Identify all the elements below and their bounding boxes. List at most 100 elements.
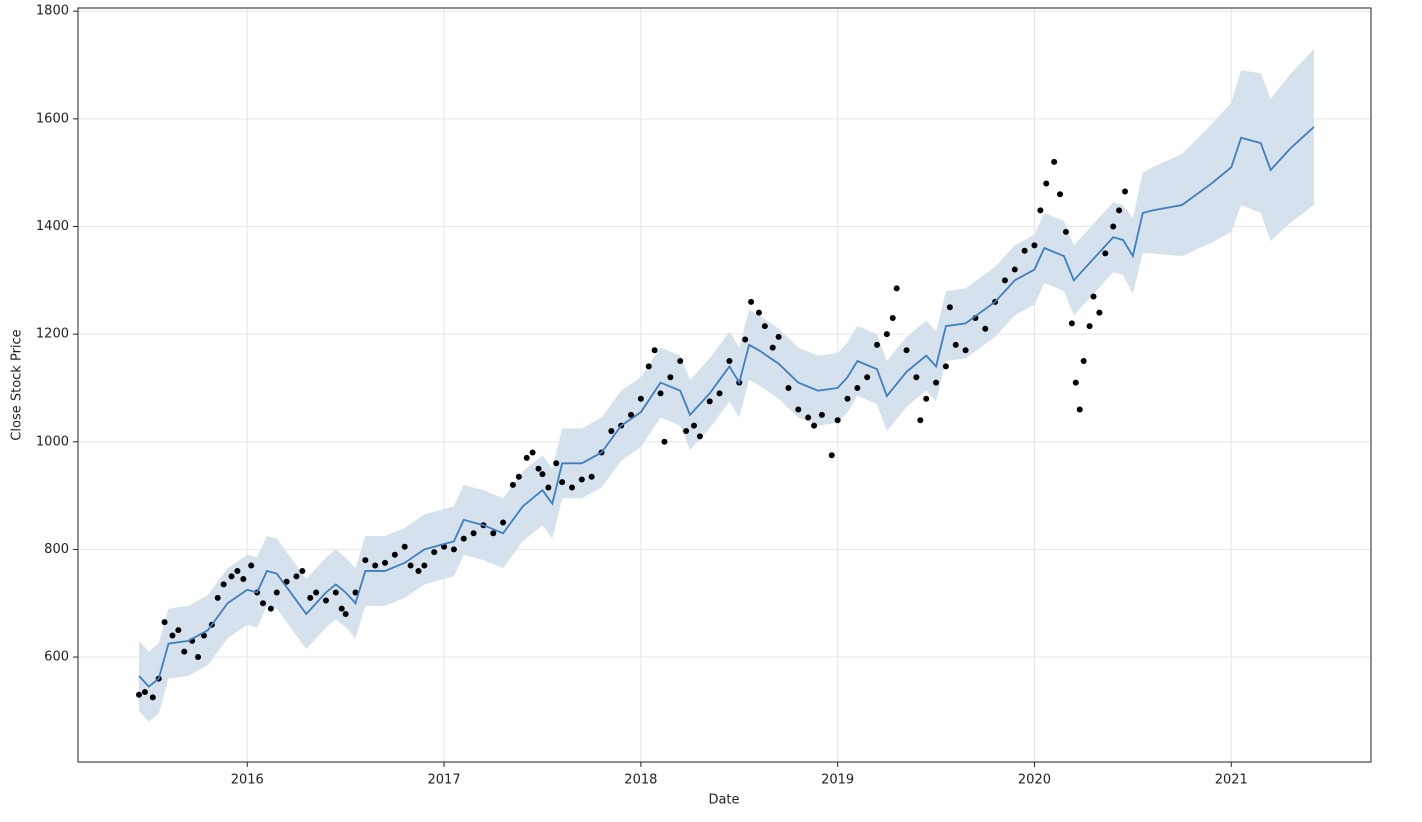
observation-point <box>407 562 414 569</box>
observation-point <box>1043 180 1050 187</box>
observation-point <box>509 481 516 488</box>
observation-point <box>657 390 664 397</box>
x-axis-label: Date <box>708 793 739 808</box>
observation-point <box>267 605 274 612</box>
observation-point <box>1096 309 1103 316</box>
observation-point <box>578 476 585 483</box>
y-tick-label: 600 <box>44 650 69 665</box>
observation-point <box>1086 323 1093 330</box>
observation-point <box>844 395 851 402</box>
x-tick-label: 2018 <box>624 773 657 788</box>
observation-point <box>628 411 635 418</box>
observation-point <box>1102 250 1109 257</box>
observation-point <box>1051 158 1058 165</box>
plot-frame <box>77 7 1372 763</box>
observation-point <box>864 374 871 381</box>
observation-point <box>313 589 320 596</box>
observation-point <box>450 546 457 553</box>
y-tick-label: 1600 <box>36 111 69 126</box>
forecast-line <box>138 126 1315 688</box>
observation-point <box>431 549 438 556</box>
observation-point <box>661 438 668 445</box>
x-tick-label: 2020 <box>1018 773 1051 788</box>
observation-point <box>962 347 969 354</box>
observation-point <box>651 347 658 354</box>
y-tick-label: 1000 <box>36 434 69 449</box>
observation-point <box>982 325 989 332</box>
observation-point <box>141 689 148 696</box>
y-tick-label: 800 <box>44 542 69 557</box>
observation-point <box>136 691 143 698</box>
observation-point <box>273 589 280 596</box>
observation-point <box>942 363 949 370</box>
y-axis-label: Close Stock Price <box>10 329 25 440</box>
x-tick-label: 2017 <box>428 773 461 788</box>
observation-point <box>1021 247 1028 254</box>
observation-point <box>811 422 818 429</box>
observation-point <box>952 341 959 348</box>
observation-point <box>220 581 227 588</box>
observation-point <box>342 610 349 617</box>
observation-point <box>818 411 825 418</box>
observation-point <box>421 562 428 569</box>
observation-point <box>322 597 329 604</box>
y-tick-label: 1400 <box>36 219 69 234</box>
observation-point <box>470 530 477 537</box>
observation-point <box>726 358 733 365</box>
x-tick-label: 2019 <box>821 773 854 788</box>
observation-point <box>1080 358 1087 365</box>
observation-point <box>181 648 188 655</box>
observation-point <box>1121 188 1128 195</box>
observation-point <box>588 473 595 480</box>
observation-point <box>946 304 953 311</box>
observation-point <box>828 452 835 459</box>
observation-point <box>553 460 560 467</box>
observation-point <box>805 414 812 421</box>
observation-point <box>1062 228 1069 235</box>
observation-point <box>568 484 575 491</box>
observation-point <box>1001 277 1008 284</box>
observation-point <box>535 465 542 472</box>
observation-point <box>490 530 497 537</box>
observation-point <box>883 331 890 338</box>
observation-point <box>382 559 389 566</box>
observation-point <box>545 484 552 491</box>
observation-point <box>352 589 359 596</box>
observation-point <box>240 576 247 583</box>
observation-point <box>299 567 306 574</box>
observation-point <box>742 336 749 343</box>
observation-point <box>795 406 802 413</box>
observation-point <box>893 285 900 292</box>
observation-point <box>706 398 713 405</box>
observation-point <box>1116 207 1123 214</box>
observation-point <box>1110 223 1117 230</box>
observation-point <box>1011 266 1018 273</box>
observation-point <box>913 374 920 381</box>
observation-point <box>874 341 881 348</box>
observation-point <box>716 390 723 397</box>
observation-point <box>1068 320 1075 327</box>
observation-point <box>391 551 398 558</box>
observation-point <box>834 417 841 424</box>
observation-point <box>248 562 255 569</box>
observation-point <box>785 384 792 391</box>
observation-point <box>769 344 776 351</box>
observation-point <box>690 422 697 429</box>
observation-point <box>1057 191 1064 198</box>
observation-point <box>259 600 266 607</box>
observation-point <box>559 479 566 486</box>
observation-point <box>903 347 910 354</box>
observation-point <box>761 323 768 330</box>
observation-point <box>667 374 674 381</box>
observation-point <box>637 395 644 402</box>
observation-point <box>515 473 522 480</box>
observation-point <box>529 449 536 456</box>
x-tick-label: 2016 <box>231 773 264 788</box>
observation-point <box>415 567 422 574</box>
observation-point <box>539 471 546 478</box>
observation-point <box>933 379 940 386</box>
observation-point <box>149 694 156 701</box>
observation-point <box>917 417 924 424</box>
observation-point <box>1076 406 1083 413</box>
observation-point <box>748 298 755 305</box>
